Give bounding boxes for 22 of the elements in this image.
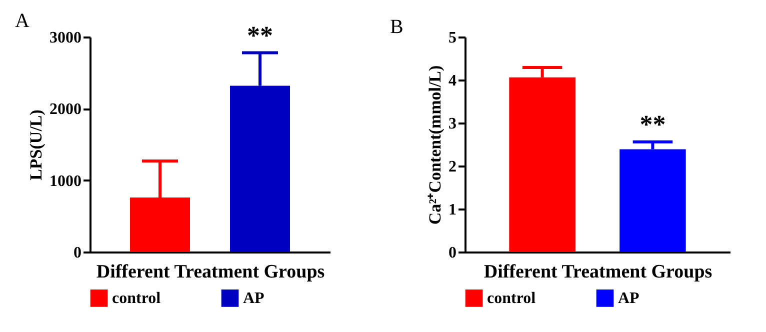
y-tick-label: 2000 <box>50 101 82 118</box>
x-axis-title: Different Treatment Groups <box>96 262 325 282</box>
annotation: ** <box>247 20 273 50</box>
y-tick-label: 5 <box>448 30 456 46</box>
y-tick-label: 4 <box>448 72 456 90</box>
text: control <box>487 290 536 308</box>
y-tick-label: 3 <box>448 116 456 132</box>
legend-label: control <box>112 290 162 308</box>
y-axis-title: LPS(U/L) <box>26 110 46 180</box>
chart-title: A <box>15 10 30 32</box>
annotation: ** <box>640 110 666 139</box>
y-tick-label: 1 <box>448 202 456 218</box>
y-tick-label: 3000 <box>50 30 82 46</box>
chart-title: B <box>390 16 404 38</box>
legend-label: AP <box>243 290 265 308</box>
y-tick-label: 0 <box>448 244 456 262</box>
x-axis-title: Different Treatment Groups <box>484 262 712 282</box>
legend-label: AP <box>618 290 640 308</box>
y-tick-label: 2 <box>448 158 456 176</box>
y-axis-title: Ca²⁺Content(mmol/L) <box>426 65 444 225</box>
y-tick-label: 1000 <box>50 172 82 190</box>
y-tick-label: 0 <box>74 244 82 262</box>
